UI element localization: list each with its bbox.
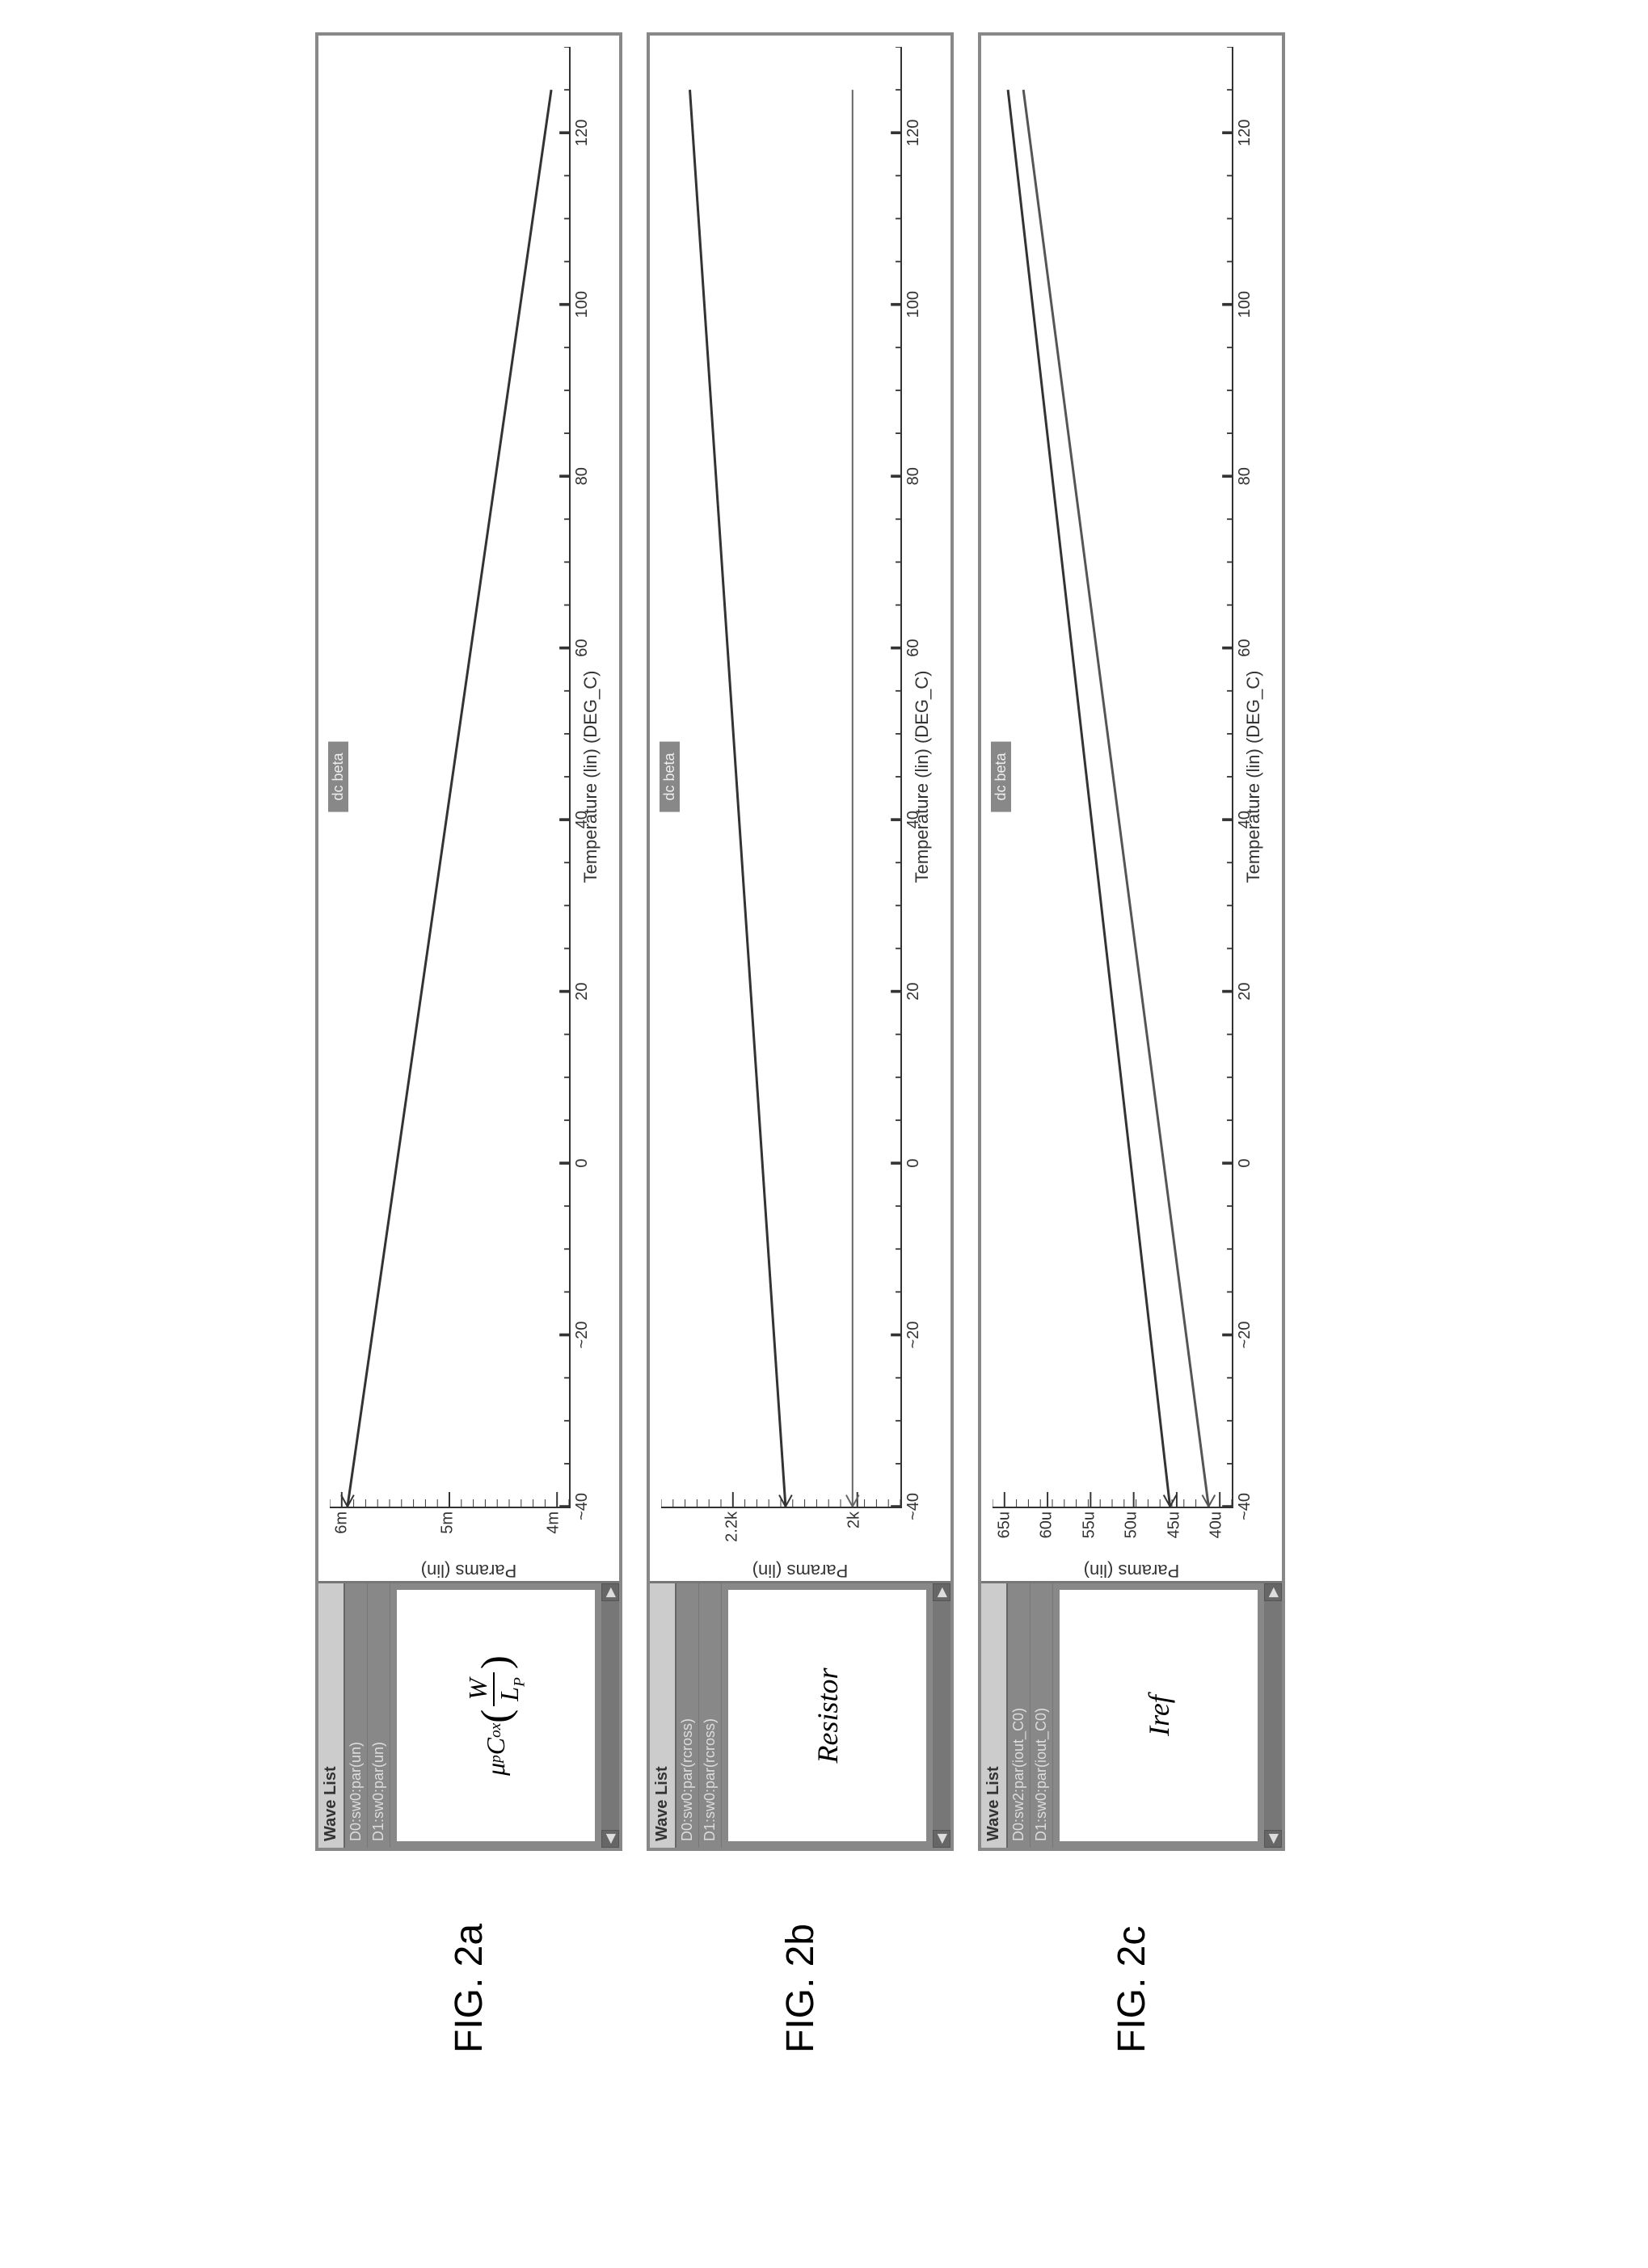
wave-list-sidebar: Wave ListD0:sw0:par(rcross)D1:sw0:par(rc… <box>650 1581 950 1848</box>
x-tick-label: 80 <box>573 467 592 485</box>
chart-titlebar: dc beta <box>991 741 1011 812</box>
wave-list-title: Wave List <box>650 1583 676 1848</box>
y-axis-label: Params (lin) <box>1084 1560 1180 1581</box>
panels-container: FIG. 2aWave ListD0:sw0:par(un)D1:sw0:par… <box>315 32 1309 2053</box>
wave-list[interactable]: D0:sw0:par(un)D1:sw0:par(un) <box>345 1583 390 1848</box>
x-tick-label: ~40 <box>573 1493 592 1520</box>
sidebar-scrollbar[interactable]: ◀▶ <box>933 1583 950 1848</box>
panel-row-b: FIG. 2b Wave ListD0:sw0:par(rcross)D1:sw0… <box>647 32 954 2053</box>
x-tick-label: 20 <box>573 982 592 1000</box>
x-axis-label: Temperature (lin) (DEG_C) <box>580 671 601 883</box>
x-tick-label: 100 <box>1236 291 1254 318</box>
panel-label: FIG. 2b <box>778 1875 823 2053</box>
y-axis-label: Params (lin) <box>421 1560 517 1581</box>
plot-svg <box>661 47 900 1507</box>
plot-area: Params (lin) 6m 5m 4m dc beta~40~20020406080… <box>318 36 619 1581</box>
chart-box[interactable]: dc beta~40~20020406080100120Temperature … <box>330 47 571 1508</box>
plot-area: Params (lin) 2.2k 2k dc beta~40~20020406080… <box>650 36 950 1581</box>
formula-label: Resistor <box>728 1590 926 1841</box>
x-tick-label: 20 <box>904 982 923 1000</box>
x-tick-label: ~40 <box>904 1493 923 1520</box>
wave-list-item[interactable]: D0:sw0:par(rcross) <box>676 1583 699 1848</box>
chart-box[interactable]: dc beta~40~20020406080100120Temperature … <box>661 47 902 1508</box>
y-tick-label: 65u <box>995 1511 1014 1538</box>
x-tick-label: 120 <box>1236 120 1254 146</box>
x-tick-label: 60 <box>904 639 923 657</box>
x-tick-label: 20 <box>1236 982 1254 1000</box>
wave-list-title: Wave List <box>318 1583 345 1848</box>
scroll-right-icon[interactable]: ▶ <box>601 1583 619 1601</box>
scroll-left-icon[interactable]: ◀ <box>933 1830 950 1848</box>
x-tick-label: 0 <box>904 1159 923 1168</box>
sidebar-scrollbar[interactable]: ◀▶ <box>1264 1583 1282 1848</box>
x-tick-label: ~20 <box>573 1322 592 1349</box>
figure-page: FIG. 2aWave ListD0:sw0:par(un)D1:sw0:par… <box>315 32 1648 2053</box>
chart-titlebar: dc beta <box>660 741 680 812</box>
y-tick-label: 2k <box>845 1511 864 1528</box>
x-tick-label: 60 <box>1236 639 1254 657</box>
x-tick-label: 120 <box>904 120 923 146</box>
scroll-right-icon[interactable]: ▶ <box>933 1583 950 1601</box>
y-tick-label: 5m <box>439 1511 457 1534</box>
x-tick-label: 0 <box>1236 1159 1254 1168</box>
x-tick-label: 120 <box>573 120 592 146</box>
wave-list-item[interactable]: D0:sw2:par(iout_C0) <box>1008 1583 1031 1848</box>
wave-list-sidebar: Wave ListD0:sw0:par(un)D1:sw0:par(un)μpC… <box>318 1581 619 1848</box>
panel-label: FIG. 2a <box>447 1875 491 2053</box>
chart-panel: Wave ListD0:sw0:par(un)D1:sw0:par(un)μpC… <box>315 32 622 1851</box>
y-tick-label: 6m <box>332 1511 351 1534</box>
y-tick-label: 55u <box>1080 1511 1098 1538</box>
panel-row-a: FIG. 2a Wave ListD0:sw0:par(un)D1:sw0:par… <box>315 32 622 2053</box>
chart-titlebar: dc beta <box>328 741 348 812</box>
x-tick-label: ~20 <box>1236 1322 1254 1349</box>
y-tick-label: 2.2k <box>723 1511 741 1542</box>
wave-list-item[interactable]: D1:sw0:par(iout_C0) <box>1031 1583 1053 1848</box>
x-tick-label: 80 <box>1236 467 1254 485</box>
scroll-left-icon[interactable]: ◀ <box>601 1830 619 1848</box>
x-axis-label: Temperature (lin) (DEG_C) <box>912 671 933 883</box>
sidebar-scrollbar[interactable]: ◀▶ <box>601 1583 619 1848</box>
x-tick-label: 0 <box>573 1159 592 1168</box>
chart-panel: Wave ListD0:sw0:par(rcross)D1:sw0:par(rc… <box>647 32 954 1851</box>
y-tick-label: 60u <box>1038 1511 1056 1538</box>
y-tick-label: 50u <box>1123 1511 1141 1538</box>
figure-caption: FIGURE 2 (PRIOR ART) <box>1630 32 1648 2053</box>
wave-list-sidebar: Wave ListD0:sw2:par(iout_C0)D1:sw0:par(i… <box>981 1581 1282 1848</box>
wave-list[interactable]: D0:sw0:par(rcross)D1:sw0:par(rcross) <box>676 1583 722 1848</box>
y-axis-label: Params (lin) <box>752 1560 849 1581</box>
x-tick-label: 80 <box>904 467 923 485</box>
x-axis-label: Temperature (lin) (DEG_C) <box>1243 671 1264 883</box>
y-tick-label: 4m <box>545 1511 563 1534</box>
wave-list-item[interactable]: D0:sw0:par(un) <box>345 1583 368 1848</box>
x-tick-label: 100 <box>573 291 592 318</box>
formula-label: Iref <box>1060 1590 1258 1841</box>
wave-list[interactable]: D0:sw2:par(iout_C0)D1:sw0:par(iout_C0) <box>1008 1583 1053 1848</box>
y-tick-label: 45u <box>1165 1511 1183 1538</box>
y-tick-label: 40u <box>1208 1511 1226 1538</box>
x-tick-label: ~40 <box>1236 1493 1254 1520</box>
panel-row-c: FIG. 2c Wave ListD0:sw2:par(iout_C0)D1:sw… <box>978 32 1285 2053</box>
formula-label: μpCox(WLP) <box>397 1590 595 1841</box>
plot-area: Params (lin)65u60u55u50u45u40udc beta~40… <box>981 36 1282 1581</box>
x-tick-label: 60 <box>573 639 592 657</box>
scroll-right-icon[interactable]: ▶ <box>1264 1583 1282 1601</box>
plot-svg <box>993 47 1232 1507</box>
scroll-left-icon[interactable]: ◀ <box>1264 1830 1282 1848</box>
plot-svg <box>330 47 569 1507</box>
wave-list-title: Wave List <box>981 1583 1008 1848</box>
wave-list-item[interactable]: D1:sw0:par(rcross) <box>699 1583 722 1848</box>
x-tick-label: 100 <box>904 291 923 318</box>
panel-label: FIG. 2c <box>1110 1875 1154 2053</box>
wave-list-item[interactable]: D1:sw0:par(un) <box>368 1583 390 1848</box>
chart-box[interactable]: dc beta~40~20020406080100120Temperature … <box>993 47 1233 1508</box>
x-tick-label: ~20 <box>904 1322 923 1349</box>
chart-panel: Wave ListD0:sw2:par(iout_C0)D1:sw0:par(i… <box>978 32 1285 1851</box>
